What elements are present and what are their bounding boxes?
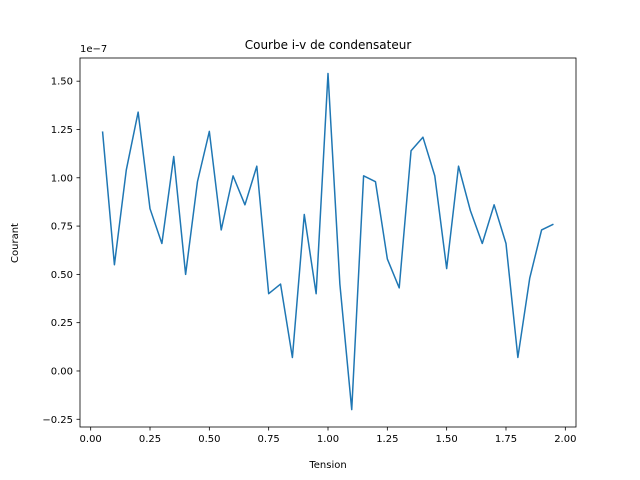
x-tick-label: 1.75 [495,434,517,445]
x-tick-label: 1.00 [317,434,339,445]
x-tick-label: 0.25 [139,434,161,445]
x-tick-label: 1.25 [376,434,398,445]
x-axis-label: Tension [308,460,346,471]
x-tick-label: 0.00 [80,434,102,445]
y-tick-label: 1.25 [51,125,73,136]
plot-frame [79,57,577,428]
y-tick-label: −0.25 [42,415,73,426]
y-tick-label: 0.00 [51,366,73,377]
x-tick-label: 0.50 [198,434,220,445]
x-tick-label: 2.00 [554,434,576,445]
x-tick-label: 1.50 [436,434,458,445]
y-tick-label: 0.50 [51,270,73,281]
series-line [101,72,554,411]
y-tick-label: 1.50 [51,77,73,88]
plot-area: 0.00 0.25 0.50 0.75 1.00 1.25 1.50 1.75 2.00 −0.2… [42,57,577,445]
chart-title: Courbe i-v de condensateur [245,38,412,52]
y-tick-label: 1.00 [51,173,73,184]
y-offset-label: 1e−7 [80,44,107,55]
y-tick-label: 0.75 [51,222,73,233]
y-axis-label: Courant [10,223,21,263]
x-tick-label: 0.75 [258,434,280,445]
y-tick-label: 0.25 [51,318,73,329]
